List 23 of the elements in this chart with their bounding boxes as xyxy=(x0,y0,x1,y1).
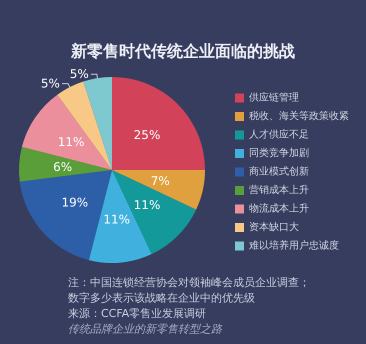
data-label: 5% xyxy=(40,76,60,91)
text: 传统品牌企业的新零售转型之路 xyxy=(68,322,223,336)
data-label: 11% xyxy=(103,212,130,226)
source-note: 来源：CCFA零售业发展调研 xyxy=(68,307,206,320)
data-label: 7% xyxy=(150,174,170,188)
legend-label: 税收、海关等政策收紧 xyxy=(249,110,349,122)
legend-label: 人才供应不足 xyxy=(249,128,309,140)
data-label: 11% xyxy=(134,198,160,212)
legend-label: 营销成本上升 xyxy=(249,184,309,196)
legend-label: 同类竞争加剧 xyxy=(249,147,309,159)
data-label: 19% xyxy=(62,196,88,210)
text: 注：中国连锁经营协会对领袖峰会成员企业调查； xyxy=(68,276,310,289)
data-label: 11% xyxy=(58,135,84,150)
text: 数字多少表示该战略在企业中的优先级 xyxy=(68,292,255,304)
data-label: 25% xyxy=(134,128,160,142)
legend-label: 物流成本上升 xyxy=(249,202,309,214)
legend-label: 商业模式创新 xyxy=(249,166,309,178)
data-label: 6% xyxy=(53,160,72,174)
data-label: 5% xyxy=(70,67,89,82)
legend-label: 供应链管理 xyxy=(249,92,299,104)
legend-label: 资本缺口大 xyxy=(249,221,299,233)
legend-label: 难以培养用户忠诚度 xyxy=(249,240,339,252)
chart-title: 新零售时代传统企业面临的挑战 xyxy=(70,42,295,60)
